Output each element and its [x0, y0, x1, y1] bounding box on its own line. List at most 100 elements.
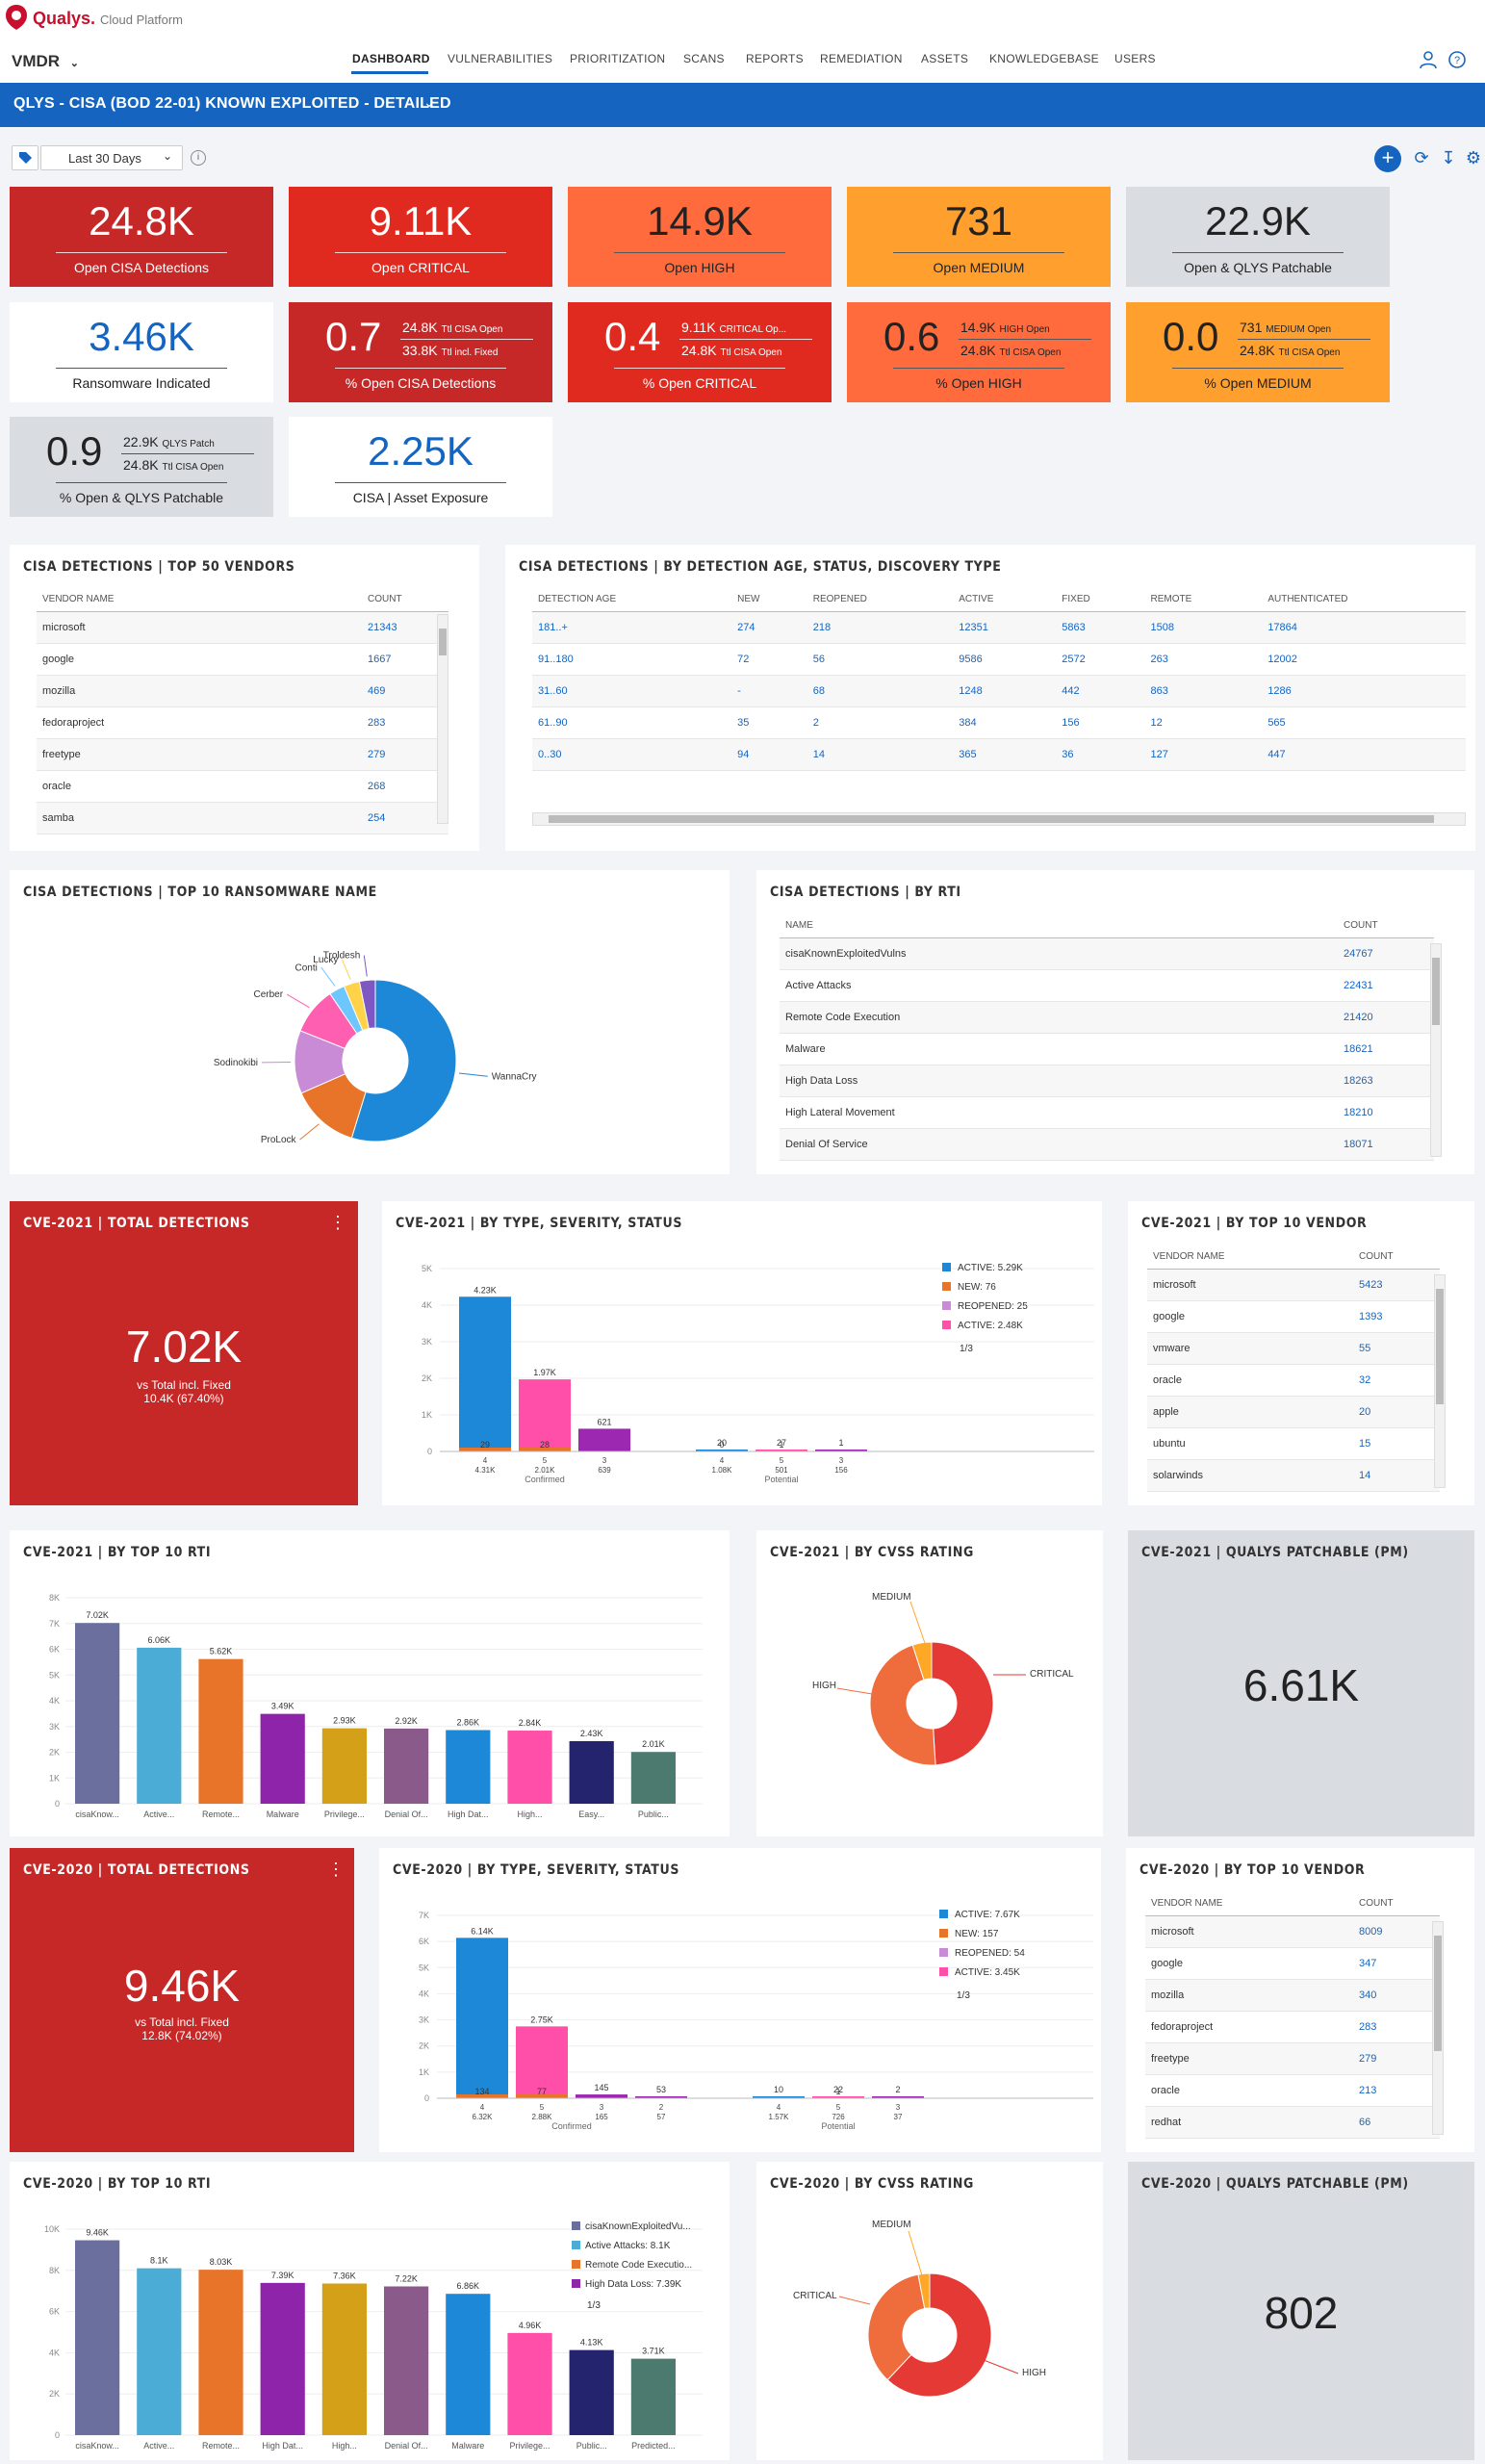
table-cell[interactable]: 66	[1353, 2106, 1440, 2139]
table-cell[interactable]: 447	[1262, 738, 1466, 771]
col-header[interactable]: ACTIVE	[953, 588, 1057, 612]
table-row[interactable]: freetype 279	[1145, 2042, 1440, 2075]
table-cell[interactable]: 8009	[1353, 1915, 1440, 1948]
card-pct-open-high[interactable]: 0.6 14.9K HIGH Open 24.8K Ttl CISA Open …	[847, 302, 1111, 402]
col-header[interactable]: NEW	[731, 588, 807, 612]
cve2020-cvss-donut[interactable]: MEDIUM CRITICAL HIGH	[756, 2191, 1103, 2460]
vertical-scrollbar[interactable]	[1432, 1921, 1444, 2135]
table-cell[interactable]: 12002	[1262, 643, 1466, 676]
nav-prioritization[interactable]: PRIORITIZATION	[570, 52, 666, 65]
table-cell[interactable]: 5423	[1353, 1269, 1440, 1301]
table-cell[interactable]: 18210	[1338, 1096, 1434, 1129]
nav-assets[interactable]: ASSETS	[921, 52, 969, 65]
table-cell[interactable]: 1667	[362, 643, 448, 676]
table-row[interactable]: fedoraproject 283	[37, 706, 448, 739]
table-cell[interactable]: 254	[362, 802, 448, 834]
table-row[interactable]: oracle 32	[1147, 1364, 1440, 1397]
table-cell[interactable]: 21420	[1338, 1001, 1434, 1034]
more-options-icon[interactable]: ⋮	[327, 1860, 345, 1879]
table-cell[interactable]: 14	[1353, 1459, 1440, 1492]
table-row[interactable]: google 1393	[1147, 1300, 1440, 1333]
table-cell[interactable]: 442	[1056, 675, 1145, 707]
table-cell[interactable]: 347	[1353, 1947, 1440, 1980]
table-cell[interactable]: 274	[731, 611, 807, 644]
table-cell[interactable]: 1393	[1353, 1300, 1440, 1333]
table-row[interactable]: High Data Loss 18263	[780, 1065, 1434, 1097]
table-row[interactable]: microsoft 21343	[37, 611, 448, 644]
table-row[interactable]: freetype 279	[37, 738, 448, 771]
table-cell[interactable]: 36	[1056, 738, 1145, 771]
nav-reports[interactable]: REPORTS	[746, 52, 804, 65]
card-open-patchable[interactable]: 22.9K Open & QLYS Patchable	[1126, 187, 1390, 287]
card-pct-open-cisa[interactable]: 0.7 24.8K Ttl CISA Open 33.8K Ttl incl. …	[289, 302, 552, 402]
table-cell[interactable]: 156	[1056, 706, 1145, 739]
table-row[interactable]: oracle 213	[1145, 2074, 1440, 2107]
table-cell[interactable]: 32	[1353, 1364, 1440, 1397]
card-pct-open-medium[interactable]: 0.0 731 MEDIUM Open 24.8K Ttl CISA Open …	[1126, 302, 1390, 402]
table-cell[interactable]: 2	[807, 706, 954, 739]
table-cell[interactable]: 218	[807, 611, 954, 644]
col-header[interactable]: AUTHENTICATED	[1262, 588, 1466, 612]
table-row[interactable]: google 1667	[37, 643, 448, 676]
table-row[interactable]: redhat 66	[1145, 2106, 1440, 2139]
refresh-icon[interactable]: ⟳	[1414, 148, 1429, 167]
date-range-select[interactable]: Last 30 Days ⌄	[40, 145, 183, 170]
table-row[interactable]: cisaKnownExploitedVulns 24767	[780, 937, 1434, 970]
cve2020-type-bar-chart[interactable]: 7K6K5K4K3K2K1K06.14K13446.32K2.75K7752.8…	[379, 1877, 1101, 2152]
table-cell[interactable]: 863	[1144, 675, 1263, 707]
table-cell[interactable]: 17864	[1262, 611, 1466, 644]
table-cell[interactable]: 68	[807, 675, 954, 707]
table-cell[interactable]: 1248	[953, 675, 1057, 707]
table-cell[interactable]: 213	[1353, 2074, 1440, 2107]
card-pct-open-patchable[interactable]: 0.9 22.9K QLYS Patch 24.8K Ttl CISA Open…	[10, 417, 273, 517]
download-icon[interactable]: ↧	[1441, 148, 1456, 167]
table-cell[interactable]: 15	[1353, 1427, 1440, 1460]
table-cell[interactable]: 365	[953, 738, 1057, 771]
table-row[interactable]: solarwinds 14	[1147, 1459, 1440, 1492]
table-row[interactable]: Remote Code Execution 21420	[780, 1001, 1434, 1034]
ransomware-pie-chart[interactable]: WannaCry ProLock Sodinokibi Cerber ContiLuck…	[10, 899, 730, 1174]
card-open-high[interactable]: 14.9K Open HIGH	[568, 187, 832, 287]
col-header[interactable]: DETECTION AGE	[532, 588, 732, 612]
table-cell[interactable]: -	[731, 675, 807, 707]
table-row[interactable]: oracle 268	[37, 770, 448, 803]
table-cell[interactable]: 12	[1144, 706, 1263, 739]
card-open-critical[interactable]: 9.11K Open CRITICAL	[289, 187, 552, 287]
table-cell[interactable]: 283	[362, 706, 448, 739]
table-cell[interactable]: 268	[362, 770, 448, 803]
cve2021-type-bar-chart[interactable]: 5K4K3K2K1K04.23K2944.31K1.97K2852.01K621…	[382, 1230, 1102, 1505]
table-cell[interactable]: 21343	[362, 611, 448, 644]
table-cell[interactable]: 1286	[1262, 675, 1466, 707]
card-asset-exposure[interactable]: 2.25K CISA | Asset Exposure	[289, 417, 552, 517]
vertical-scrollbar[interactable]	[437, 614, 448, 824]
table-cell[interactable]: 283	[1353, 2011, 1440, 2043]
add-widget-button[interactable]: +	[1374, 145, 1401, 172]
user-icon[interactable]	[1419, 50, 1438, 69]
table-cell[interactable]: 384	[953, 706, 1057, 739]
table-row[interactable]: Active Attacks 22431	[780, 969, 1434, 1002]
logo[interactable]: Qualys. Cloud Platform	[0, 0, 289, 38]
nav-scans[interactable]: SCANS	[683, 52, 725, 65]
info-icon[interactable]: i	[191, 150, 206, 166]
table-cell[interactable]: 14	[807, 738, 954, 771]
table-row[interactable]: ubuntu 15	[1147, 1427, 1440, 1460]
nav-remediation[interactable]: REMEDIATION	[820, 52, 903, 65]
table-cell[interactable]: 279	[362, 738, 448, 771]
help-icon[interactable]: ?	[1447, 50, 1467, 69]
cve2020-rti-bar-chart[interactable]: 10K 8K 6K 4K 2K 0 9.46K cisaKnow... 8.1K Active..…	[10, 2191, 730, 2460]
table-cell[interactable]: 56	[807, 643, 954, 676]
table-cell[interactable]: 2572	[1056, 643, 1145, 676]
cve2021-rti-bar-chart[interactable]: 8K 7K 6K 5K 4K 3K 2K 1K 0 7.02K cisaKnow... 6.06K Ac…	[10, 1559, 730, 1836]
nav-vulnerabilities[interactable]: VULNERABILITIES	[448, 52, 553, 65]
table-row[interactable]: apple 20	[1147, 1396, 1440, 1428]
table-cell[interactable]: 263	[1144, 643, 1263, 676]
table-cell[interactable]: 72	[731, 643, 807, 676]
card-open-cisa[interactable]: 24.8K Open CISA Detections	[10, 187, 273, 287]
table-row[interactable]: microsoft 8009	[1145, 1915, 1440, 1948]
nav-knowledgebase[interactable]: KNOWLEDGEBASE	[989, 52, 1099, 65]
more-options-icon[interactable]: ⋮	[329, 1213, 346, 1232]
table-cell[interactable]: 5863	[1056, 611, 1145, 644]
horizontal-scrollbar[interactable]	[532, 812, 1466, 826]
table-cell[interactable]: 18071	[1338, 1128, 1434, 1161]
gear-icon[interactable]: ⚙	[1465, 148, 1482, 167]
